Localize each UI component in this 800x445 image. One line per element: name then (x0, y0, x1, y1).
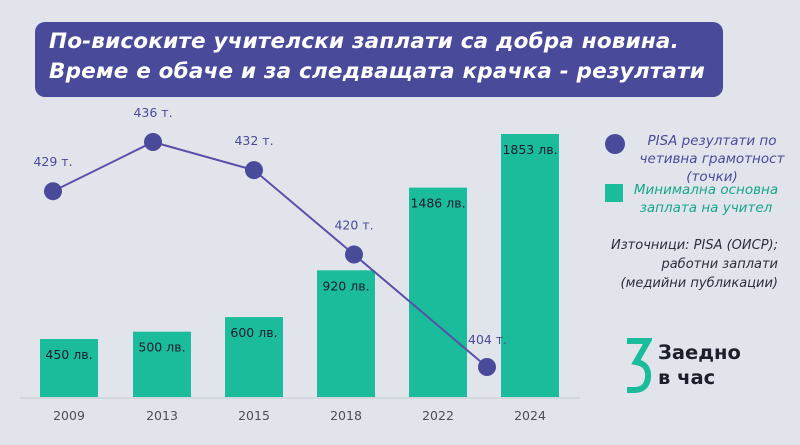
bar-label-2024: 1853 лв. (502, 142, 557, 157)
x-tick-2024: 2024 (514, 408, 546, 423)
sources-note: Източници: PISA (ОИСР); работни заплати … (611, 238, 778, 291)
pisa-point-2015 (245, 161, 263, 180)
chart-title: По-високите учителски заплати са добра н… (35, 22, 723, 97)
x-tick-2015: 2015 (238, 408, 270, 423)
pisa-point-2024 (478, 358, 496, 376)
logo: Заедно в час (624, 336, 784, 396)
bar-2022 (409, 187, 467, 397)
logo-text-line-1: Заедно (658, 341, 741, 364)
bar-label-2009: 450 лв. (45, 347, 92, 362)
legend-label-pisa: PISA резултати по четивна грамотност (то… (639, 133, 785, 185)
pisa-point-2018 (345, 245, 363, 264)
bar-2024 (501, 134, 559, 397)
pisa-label-2009: 429 т. (33, 154, 72, 169)
bar-label-2013: 500 лв. (138, 340, 185, 355)
bar-label-2022: 1486 лв. (410, 196, 465, 211)
pisa-label-2013: 436 т. (133, 105, 172, 120)
legend-item-pisa: PISA резултати по четивна грамотност (то… (605, 132, 791, 186)
pisa-label-2015: 432 т. (234, 133, 273, 148)
legend-marker-pisa (605, 134, 625, 154)
x-tick-2009: 2009 (53, 408, 85, 423)
bar-2013 (133, 331, 191, 397)
legend-label-salary: Минимална основна заплата на учител (633, 182, 779, 216)
legend-item-salary: Минимална основна заплата на учител (605, 181, 781, 217)
legend-marker-salary (605, 184, 623, 202)
x-tick-2018: 2018 (330, 408, 362, 423)
bar-label-2018: 920 лв. (322, 278, 369, 293)
bar-label-2015: 600 лв. (230, 325, 277, 340)
title-line-1: По-високите учителски заплати са добра н… (49, 29, 679, 54)
x-tick-2013: 2013 (146, 408, 178, 423)
pisa-point-2013 (144, 133, 162, 151)
x-tick-2022: 2022 (422, 408, 454, 423)
bar-2018 (317, 270, 375, 397)
logo-mark (627, 338, 652, 393)
bar-2015 (225, 317, 283, 397)
bar-2009 (40, 339, 98, 397)
pisa-label-2018: 420 т. (334, 218, 373, 233)
title-line-2: Време е обаче и за следващата крачка - р… (49, 59, 706, 84)
pisa-point-2009 (44, 182, 62, 201)
pisa-label-2024: 404 т. (468, 332, 507, 347)
logo-text-line-2: в час (658, 366, 716, 389)
